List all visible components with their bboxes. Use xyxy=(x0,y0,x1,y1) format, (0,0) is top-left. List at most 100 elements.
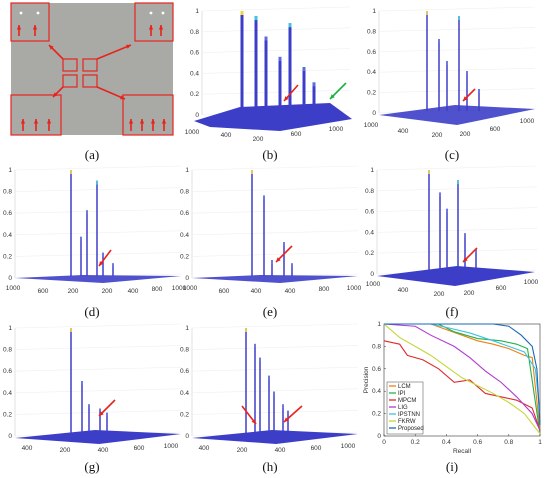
y-tick-label: 0.6 xyxy=(372,366,381,373)
target-arrow-bl-1 xyxy=(33,119,39,131)
gridline-4 xyxy=(14,345,182,350)
arrow-to-bottom-right xyxy=(96,86,126,100)
annotation-arrow-0 xyxy=(462,88,476,102)
z-tick-label: 1 xyxy=(195,8,199,15)
floor-tick-label: 400 xyxy=(199,445,210,452)
surface-floor xyxy=(15,430,181,444)
floor-tick-label: 1000 xyxy=(329,126,344,133)
floor-tick-label: 1000 xyxy=(6,285,21,292)
floor-tick-label: 600 xyxy=(219,288,230,295)
zoom-box-top-right xyxy=(134,2,174,42)
caption-d: (d) xyxy=(84,304,100,319)
target-dot-0 xyxy=(19,11,23,15)
gridline-1 xyxy=(191,252,359,257)
target-arrow-bl-2-head xyxy=(46,119,52,124)
floor-tick-label: 1000 xyxy=(524,279,539,286)
surface-floor xyxy=(192,430,358,444)
gridline-5 xyxy=(378,6,536,12)
z-tick-label: 0.6 xyxy=(190,50,199,57)
target-dot-2 xyxy=(149,11,153,15)
z-tick-label: 0.2 xyxy=(3,411,12,418)
floor-tick-label: 1000 xyxy=(183,285,198,292)
floor-tick-label: 1000 xyxy=(164,443,179,450)
z-tick-label: 1 xyxy=(372,8,376,15)
z-tick-label: 0.8 xyxy=(180,347,189,354)
z-tick-label: 0 xyxy=(370,271,374,278)
caption-e: (e) xyxy=(262,304,278,319)
gridline-2 xyxy=(378,67,536,73)
z-tick-label: 0.6 xyxy=(367,49,376,56)
gridline-2 xyxy=(191,230,359,236)
target-arrow-br-3-head xyxy=(161,119,167,124)
arrow-to-top-left-head xyxy=(49,45,54,50)
floor-tick-label: 200 xyxy=(68,288,79,295)
surface-plot-b: 0 0.2 0.4 0.6 0.8 1 1000 400 200 600 1000 xyxy=(185,6,352,143)
annotation-arrow-0-head xyxy=(251,419,256,424)
gridline-1 xyxy=(201,89,351,95)
floor-tick-label: 400 xyxy=(98,447,109,454)
caption-i: (i) xyxy=(445,459,459,474)
z-tick-label: 0.6 xyxy=(365,209,374,216)
gridline-2 xyxy=(191,388,359,394)
z-tick-label: 0.8 xyxy=(3,189,12,196)
z-tick-label: 0.4 xyxy=(190,70,199,77)
annotation-arrow-0 xyxy=(462,247,478,263)
z-tick-label: 0.4 xyxy=(3,232,12,239)
x-tick-label: 0.4 xyxy=(442,439,451,446)
z-tick-label: 0.4 xyxy=(180,390,189,397)
gridline-5 xyxy=(14,165,182,171)
gridline-5 xyxy=(14,323,182,329)
target-box-4 xyxy=(82,74,98,88)
gridline-3 xyxy=(376,207,538,212)
gridline-4 xyxy=(378,27,536,32)
z-tick-label: 0.4 xyxy=(180,232,189,239)
zoom-box-bottom-left xyxy=(10,94,62,136)
target-arrow-top-0 xyxy=(16,25,22,36)
floor-tick-label: 600 xyxy=(311,445,322,452)
gray-background xyxy=(11,3,173,135)
annotation-arrow-0 xyxy=(275,245,293,263)
target-arrow-br-0 xyxy=(128,119,134,131)
infrared-image-with-zoom-boxes xyxy=(10,2,174,136)
z-tick-label: 0.4 xyxy=(3,390,12,397)
panel-h-surface: 0 0.2 0.4 0.6 0.8 1 400 200 400 600 1000 xyxy=(180,320,360,458)
z-tick-label: 0.8 xyxy=(190,29,199,36)
x-tick-label: 0.6 xyxy=(473,439,482,446)
gridline-3 xyxy=(191,208,359,214)
target-arrow-top-3 xyxy=(158,25,164,36)
panel-e-surface: 0 0.2 0.4 0.6 0.8 1 1000 600 400 400 800 1000 xyxy=(180,162,362,300)
gridline-4 xyxy=(191,345,359,350)
floor-tick-label: 400 xyxy=(275,447,286,454)
annotation-arrow-1-head xyxy=(284,417,289,422)
gridline-2 xyxy=(376,228,538,233)
annotation-arrow-0-head xyxy=(284,96,289,101)
caption-c: (c) xyxy=(444,147,460,162)
floor-tick-label: 600 xyxy=(496,285,507,292)
series-line-fkrw xyxy=(383,323,541,435)
gridline-1 xyxy=(14,252,182,257)
z-tick-label: 1 xyxy=(185,325,189,332)
target-arrow-br-3 xyxy=(161,119,167,131)
x-tick-label: 0 xyxy=(382,439,386,446)
target-box-2 xyxy=(82,58,98,72)
legend-label-ipstnn: IPSTNN xyxy=(398,412,420,418)
floor-tick-label: 400 xyxy=(221,132,232,139)
caption-a: (a) xyxy=(84,147,100,162)
z-tick-label: 0.2 xyxy=(180,411,189,418)
annotation-arrow-0-head xyxy=(463,96,468,101)
surface-plot-g: 0 0.2 0.4 0.6 0.8 1 400 200 400 600 1000 xyxy=(3,323,182,454)
annotation-arrow-0-head xyxy=(276,257,281,262)
target-arrow-top-2 xyxy=(148,25,154,36)
series-line-ipstnn xyxy=(384,323,541,414)
x-tick-label: 0.8 xyxy=(504,439,513,446)
arrow-to-bottom-left-head xyxy=(53,92,58,97)
gridline-5 xyxy=(376,165,538,171)
surface-floor xyxy=(377,266,535,286)
x-axis-label: Recall xyxy=(453,448,472,455)
gridline-2 xyxy=(14,388,182,394)
floor-tick-label: 200 xyxy=(460,131,471,138)
caption-b: (b) xyxy=(262,147,278,162)
z-tick-label: 1 xyxy=(370,167,374,174)
z-tick-label: 0 xyxy=(185,275,189,282)
z-tick-label: 0.8 xyxy=(3,347,12,354)
